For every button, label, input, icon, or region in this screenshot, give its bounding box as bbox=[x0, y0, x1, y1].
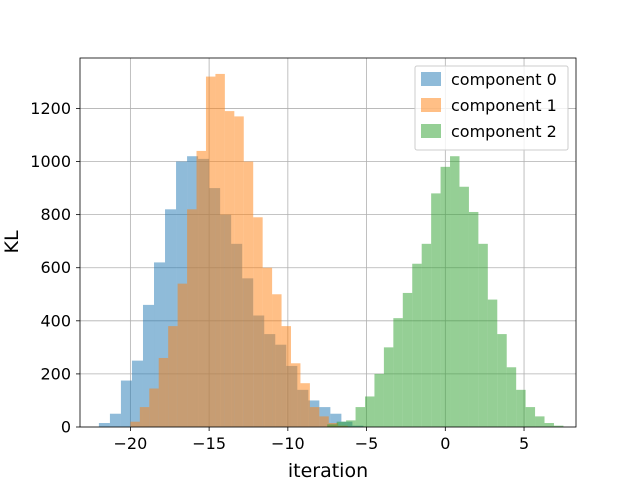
x-axis-ticks: −20 −15 −10 −5 0 5 bbox=[114, 427, 529, 453]
histogram-bar bbox=[327, 424, 337, 427]
y-tick-label: 200 bbox=[40, 364, 71, 383]
legend-label: component 2 bbox=[451, 122, 557, 141]
histogram-bar bbox=[109, 413, 121, 427]
series-1-bars bbox=[130, 73, 348, 428]
histogram-bar bbox=[139, 407, 150, 427]
legend: component 0 component 1 component 2 bbox=[414, 65, 569, 151]
y-tick-label: 600 bbox=[40, 258, 71, 277]
x-tick-label: −10 bbox=[271, 434, 305, 453]
histogram-bar bbox=[402, 292, 413, 427]
histogram-bar bbox=[440, 166, 451, 427]
legend-swatch bbox=[421, 98, 441, 112]
histogram-bar bbox=[165, 209, 177, 427]
histogram-bar bbox=[355, 407, 366, 427]
histogram-bar bbox=[412, 263, 422, 427]
histogram-bar bbox=[205, 76, 216, 427]
histogram-bar bbox=[98, 423, 110, 427]
histogram-bar bbox=[215, 73, 225, 428]
histogram-bar bbox=[346, 420, 356, 427]
legend-box bbox=[414, 65, 569, 151]
histogram-bar bbox=[497, 334, 507, 427]
x-axis-label: iteration bbox=[288, 460, 368, 480]
histogram-bar bbox=[330, 413, 342, 427]
x-tick-label: −20 bbox=[114, 434, 148, 453]
x-tick-label: 0 bbox=[440, 434, 450, 453]
y-axis-label: KL bbox=[1, 230, 23, 253]
histogram-bar bbox=[336, 421, 347, 427]
plot-frame bbox=[79, 57, 577, 428]
x-tick-label: −15 bbox=[192, 434, 226, 453]
histogram-bar bbox=[309, 407, 320, 427]
legend-label: component 0 bbox=[451, 70, 557, 89]
histogram-bar bbox=[421, 243, 432, 427]
histogram-bar bbox=[168, 326, 178, 427]
legend-label: component 1 bbox=[451, 96, 557, 115]
legend-swatch bbox=[421, 124, 441, 138]
histogram-bar bbox=[525, 407, 536, 427]
histogram-bar bbox=[478, 243, 488, 427]
x-tick-label: 5 bbox=[519, 434, 529, 453]
histogram-bar bbox=[158, 357, 169, 427]
histogram-bar bbox=[535, 416, 545, 427]
histogram-bar bbox=[516, 389, 526, 427]
histogram-bar bbox=[290, 363, 301, 427]
histogram-bar bbox=[234, 116, 244, 427]
y-axis-ticks: 0 200 400 600 800 1000 1200 bbox=[30, 99, 80, 437]
histogram-bar bbox=[450, 156, 460, 427]
series-2-bars bbox=[327, 156, 564, 427]
histogram-bar bbox=[177, 283, 188, 427]
histogram-bar bbox=[187, 209, 197, 427]
histogram-bar bbox=[131, 360, 143, 427]
y-tick-label: 1000 bbox=[30, 152, 71, 171]
histogram-bar bbox=[300, 383, 310, 427]
histogram-bar bbox=[374, 373, 384, 427]
legend-swatch bbox=[421, 72, 441, 86]
histogram-bar bbox=[196, 150, 206, 427]
histogram-bars bbox=[98, 73, 564, 428]
histogram-bar bbox=[281, 326, 291, 427]
histogram-bar bbox=[142, 304, 155, 427]
histogram-bar bbox=[431, 193, 441, 427]
histogram-bar bbox=[365, 396, 375, 427]
histogram-bar bbox=[154, 262, 166, 427]
histogram-bar bbox=[243, 161, 254, 427]
y-tick-label: 1200 bbox=[30, 99, 71, 118]
histogram-bar bbox=[553, 425, 564, 427]
histogram-bar bbox=[319, 416, 329, 427]
histogram-bar bbox=[253, 217, 263, 427]
histogram-bar bbox=[487, 299, 498, 427]
histogram-bar bbox=[224, 111, 235, 427]
histogram-bar bbox=[506, 367, 517, 427]
y-tick-label: 0 bbox=[61, 418, 71, 437]
histogram-bar bbox=[468, 211, 479, 427]
histogram-bar bbox=[544, 423, 554, 427]
y-tick-label: 800 bbox=[40, 205, 71, 224]
x-tick-label: −5 bbox=[355, 434, 379, 453]
histogram-bar bbox=[459, 186, 469, 427]
histogram-bar bbox=[120, 380, 132, 427]
histogram-bar bbox=[383, 347, 394, 427]
histogram-bar bbox=[130, 421, 140, 427]
histogram-bar bbox=[262, 267, 273, 427]
histogram-bar bbox=[393, 318, 403, 427]
histogram-bar bbox=[272, 294, 282, 427]
y-tick-label: 400 bbox=[40, 311, 71, 330]
histogram-bar bbox=[149, 388, 159, 427]
